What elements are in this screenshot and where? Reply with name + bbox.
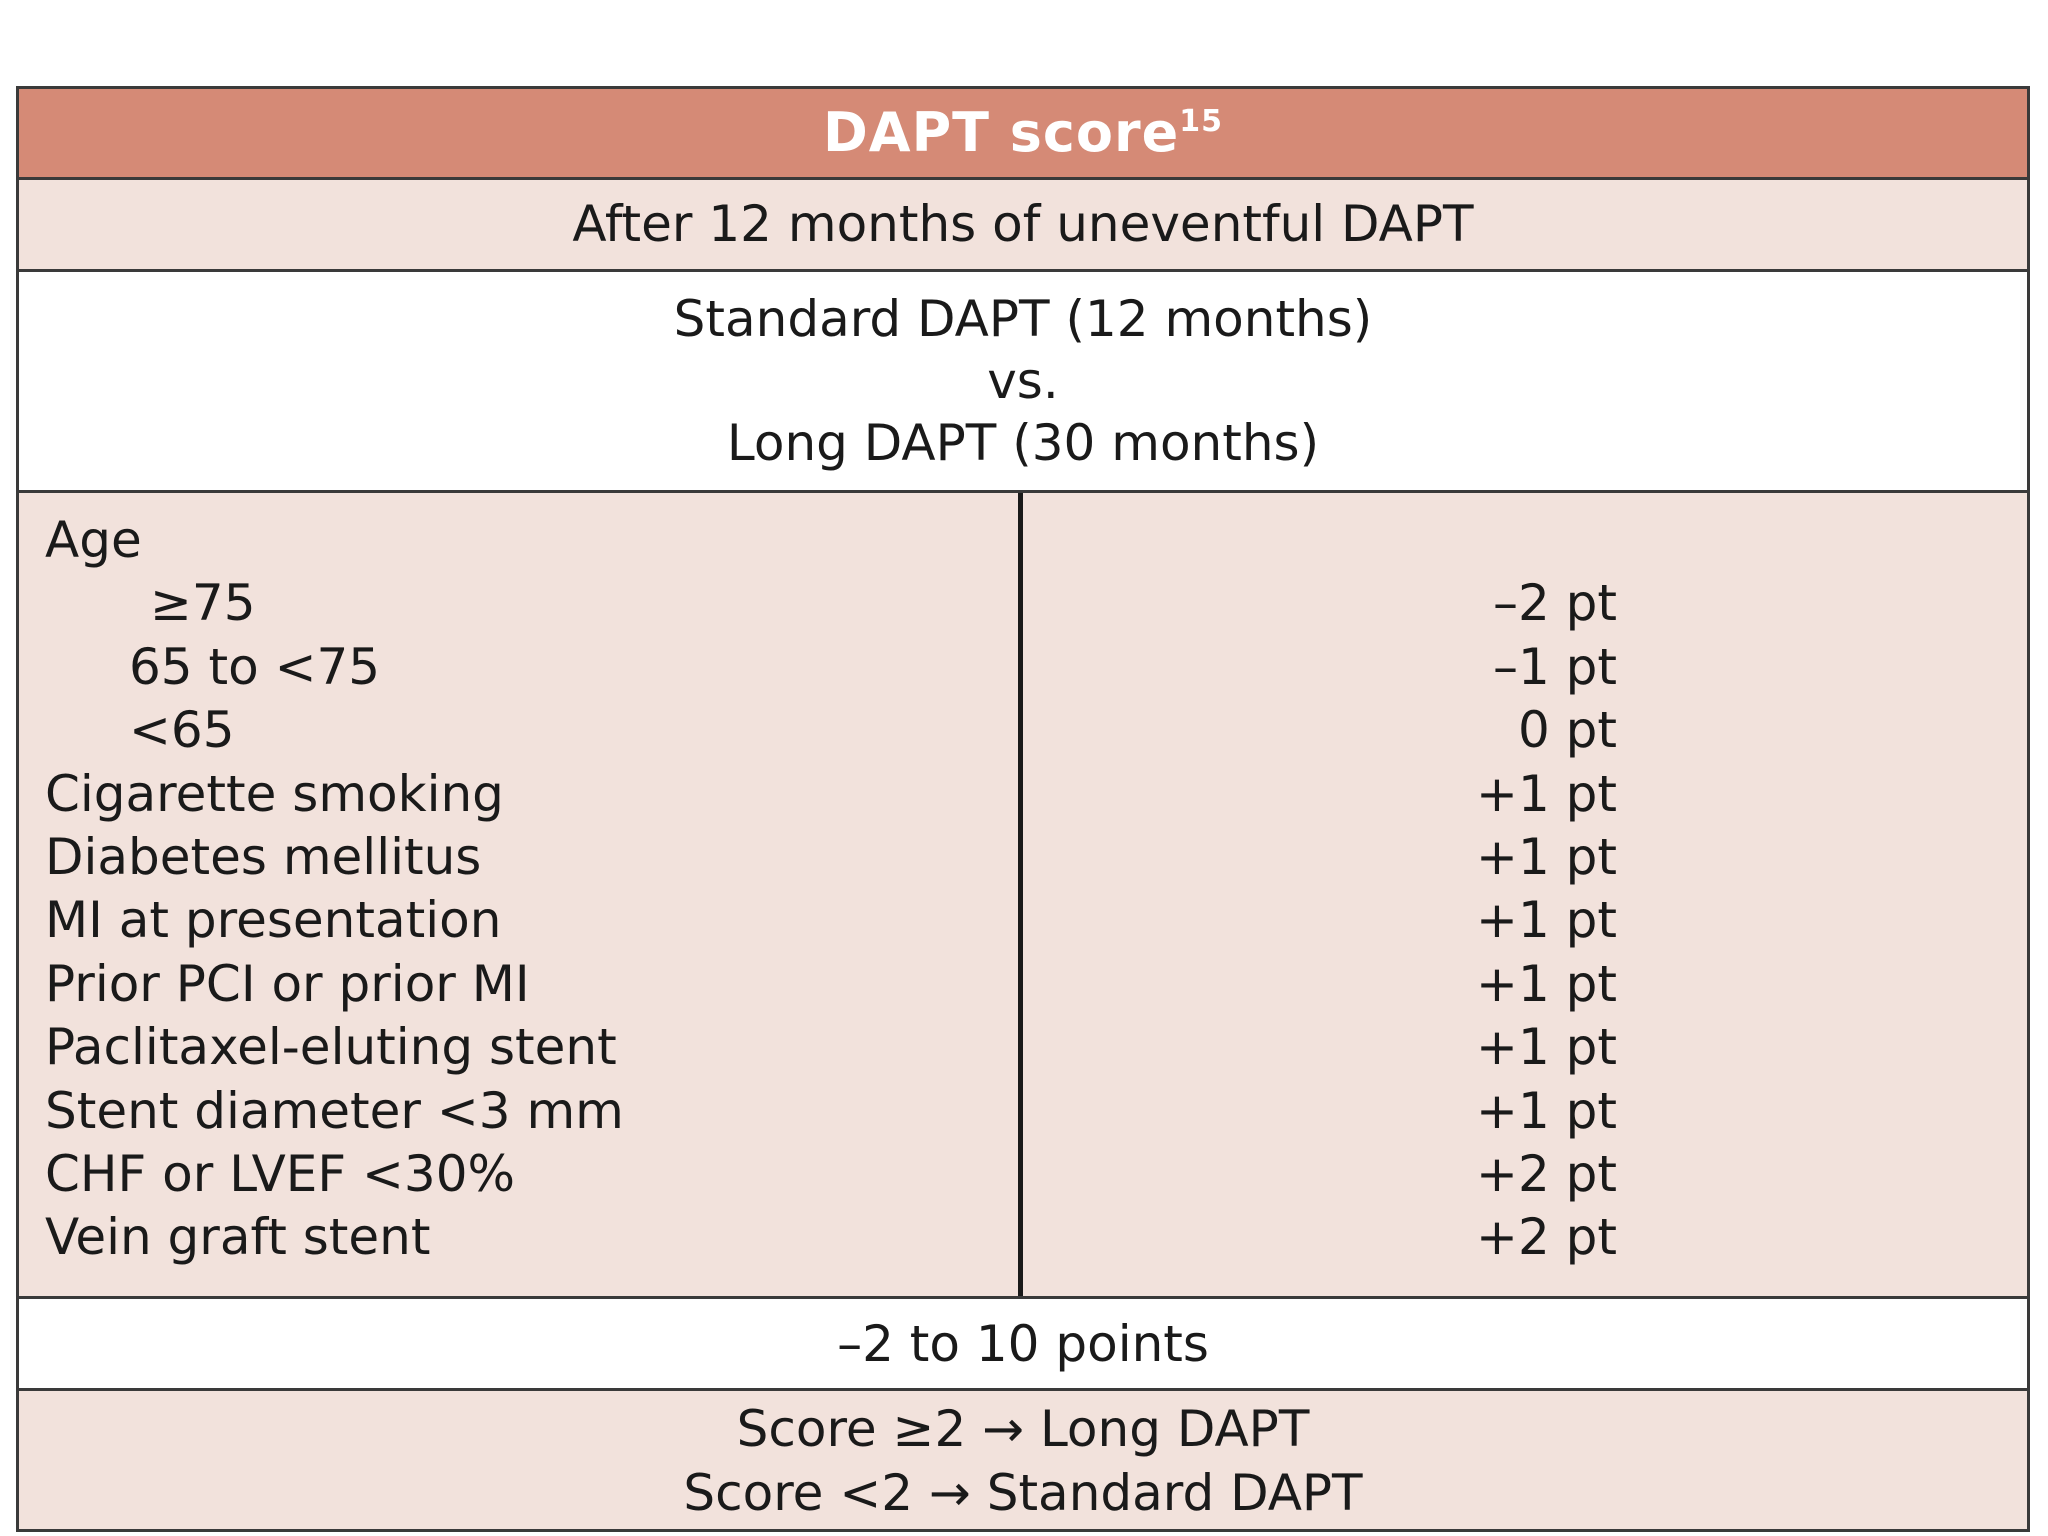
criterion-label: 65 to <75 (129, 637, 381, 696)
criterion-points (1023, 509, 1617, 572)
criterion-points: +1 pt (1476, 954, 1617, 1013)
criterion-label: Cigarette smoking (45, 764, 504, 823)
criterion-label: MI at presentation (45, 891, 502, 950)
score-range: –2 to 10 points (19, 1299, 2027, 1391)
comparison-standard: Standard DAPT (12 months) (673, 290, 1373, 348)
criterion-label: Age (45, 511, 142, 569)
criterion-points: +1 pt (1476, 1018, 1617, 1077)
criterion-label: Diabetes mellitus (45, 827, 482, 886)
rule-standard-dapt: Score <2 → Standard DAPT (683, 1464, 1363, 1522)
criterion-label: <65 (129, 701, 235, 760)
criterion-points: +1 pt (1476, 764, 1617, 823)
criterion-label: CHF or LVEF <30% (45, 1144, 516, 1203)
criteria-points-column: –2 pt –1 pt 0 pt +1 pt +1 pt +1 pt +1 pt… (1023, 509, 1617, 1270)
dapt-score-table: DAPT score15 After 12 months of uneventf… (16, 86, 2030, 1532)
criterion-points: +1 pt (1476, 891, 1617, 950)
criterion-label: Vein graft stent (45, 1208, 431, 1267)
comparison-block: Standard DAPT (12 months) vs. Long DAPT … (19, 272, 2027, 493)
criterion-points: +2 pt (1476, 1144, 1617, 1203)
criterion-label: Paclitaxel-eluting stent (45, 1018, 617, 1077)
criterion-label: Prior PCI or prior MI (45, 954, 530, 1013)
criterion-points: –2 pt (1492, 574, 1617, 633)
decision-rules: Score ≥2 → Long DAPT Score <2 → Standard… (19, 1391, 2027, 1529)
criterion-points: +1 pt (1476, 1081, 1617, 1140)
rule-long-dapt: Score ≥2 → Long DAPT (736, 1400, 1310, 1458)
table-title: DAPT score15 (19, 89, 2027, 180)
criterion-points: +1 pt (1476, 827, 1617, 886)
criterion-label: Stent diameter <3 mm (45, 1081, 624, 1140)
criterion-points: 0 pt (1517, 701, 1617, 760)
table-title-text: DAPT score (822, 101, 1180, 164)
comparison-vs: vs. (987, 352, 1059, 410)
comparison-long: Long DAPT (30 months) (726, 414, 1320, 472)
criterion-points: +2 pt (1476, 1208, 1617, 1267)
title-reference: 15 (1179, 104, 1224, 139)
criterion-points: –1 pt (1492, 637, 1617, 696)
criterion-label: ≥75 (150, 574, 256, 633)
table-subtitle: After 12 months of uneventful DAPT (19, 180, 2027, 272)
column-divider (1018, 493, 1023, 1296)
criteria-section: Age ≥75 65 to <75 <65 Cigarette smoking … (19, 493, 2027, 1299)
criteria-labels-column: Age ≥75 65 to <75 <65 Cigarette smoking … (45, 509, 1005, 1270)
